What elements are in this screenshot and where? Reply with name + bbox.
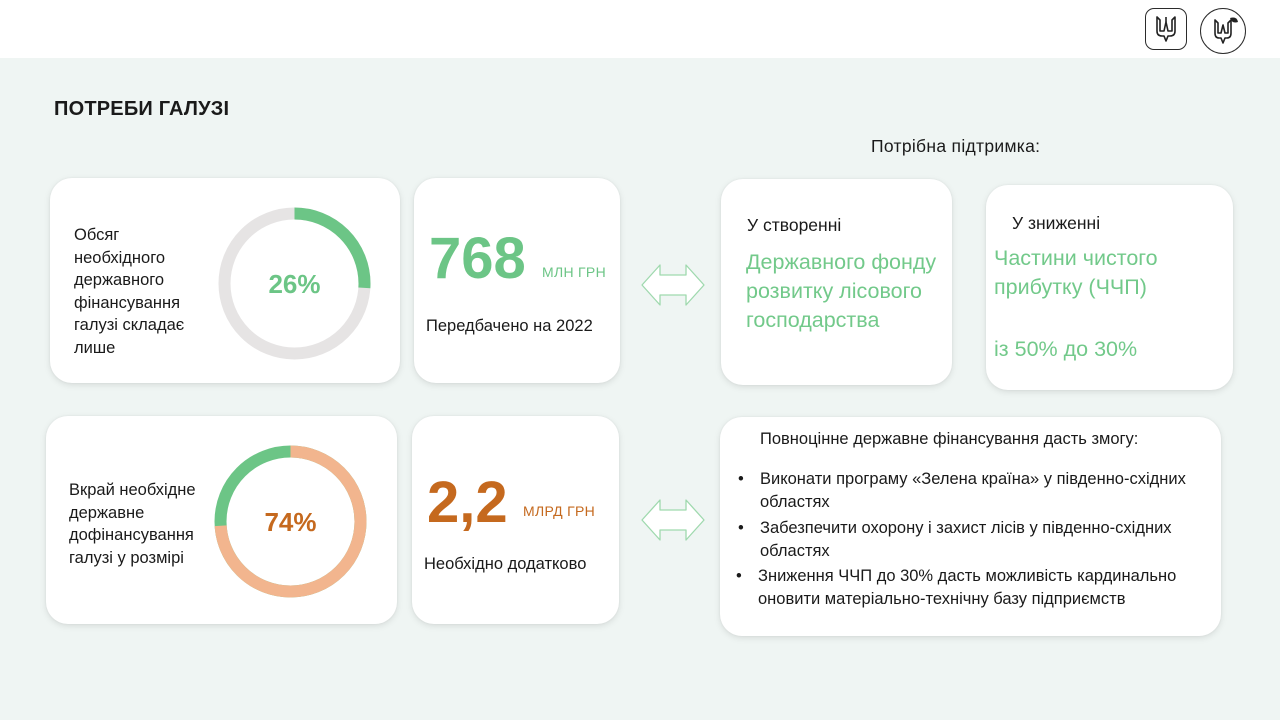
profit-reduction-heading: У зниженні bbox=[1012, 213, 1101, 233]
required-amount-card: 2,2 МЛРД ГРН Необхідно додатково bbox=[412, 416, 619, 624]
additional-share-card: Вкрай необхідне державне дофінансування … bbox=[46, 416, 397, 624]
list-item: • Забезпечити охорону і захист лісів у п… bbox=[738, 517, 1215, 562]
required-amount-unit: МЛРД ГРН bbox=[523, 503, 596, 519]
donut-percent-label: 74% bbox=[264, 507, 316, 537]
list-item-text: Зниження ЧЧП до 30% дасть можливість кар… bbox=[758, 567, 1177, 608]
funding-share-card: Обсяг необхідного державного фінансуванн… bbox=[50, 178, 400, 383]
planned-amount-value: 768 bbox=[429, 226, 526, 291]
required-amount-subtitle: Необхідно додатково bbox=[424, 555, 587, 573]
bullet-icon: • bbox=[738, 519, 744, 537]
fund-creation-heading: У створенні bbox=[747, 215, 842, 235]
page-title: ПОТРЕБИ ГАЛУЗІ bbox=[54, 98, 230, 120]
list-item-text: Забезпечити охорону і захист лісів у пів… bbox=[760, 519, 1172, 560]
trident-leaf-emblem-icon[interactable] bbox=[1200, 8, 1246, 54]
planned-amount-subtitle: Передбачено на 2022 bbox=[426, 317, 593, 335]
funding-share-donut: 26% bbox=[218, 207, 371, 360]
profit-reduction-change: із 50% до 30% bbox=[994, 337, 1138, 361]
fund-creation-text: Державного фонду розвитку лісового госпо… bbox=[746, 250, 937, 332]
support-heading: Потрібна підтримка: bbox=[871, 136, 1041, 156]
list-item: • Зниження ЧЧП до 30% дасть можливість к… bbox=[736, 565, 1213, 610]
trident-emblem-icon[interactable] bbox=[1145, 8, 1187, 50]
donut-fill bbox=[218, 207, 371, 360]
fund-creation-card: У створенні Державного фонду розвитку лі… bbox=[721, 179, 952, 385]
benefits-card: Повноцінне державне фінансування дасть з… bbox=[720, 417, 1221, 636]
required-amount-value: 2,2 bbox=[427, 470, 508, 535]
double-arrow-icon bbox=[641, 264, 705, 306]
donut-fill bbox=[214, 445, 367, 598]
top-bar bbox=[0, 0, 1280, 58]
donut-percent-label: 26% bbox=[268, 269, 320, 299]
profit-reduction-card: У зниженні Частини чистого прибутку (ЧЧП… bbox=[986, 185, 1233, 390]
list-item-text: Виконати програму «Зелена країна» у півд… bbox=[760, 470, 1186, 511]
additional-share-donut: 74% bbox=[214, 445, 367, 598]
profit-reduction-text: Частини чистого прибутку (ЧЧП) bbox=[994, 246, 1158, 299]
planned-amount-unit: МЛН ГРН bbox=[542, 264, 606, 280]
bullet-icon: • bbox=[738, 470, 744, 488]
benefits-heading: Повноцінне державне фінансування дасть з… bbox=[760, 430, 1139, 448]
bullet-icon: • bbox=[736, 567, 742, 585]
list-item: • Виконати програму «Зелена країна» у пі… bbox=[738, 468, 1215, 513]
additional-share-description: Вкрай необхідне державне дофінансування … bbox=[69, 481, 196, 567]
funding-share-description: Обсяг необхідного державного фінансуванн… bbox=[74, 226, 185, 357]
planned-amount-card: 768 МЛН ГРН Передбачено на 2022 bbox=[414, 178, 620, 383]
double-arrow-icon bbox=[641, 499, 705, 541]
